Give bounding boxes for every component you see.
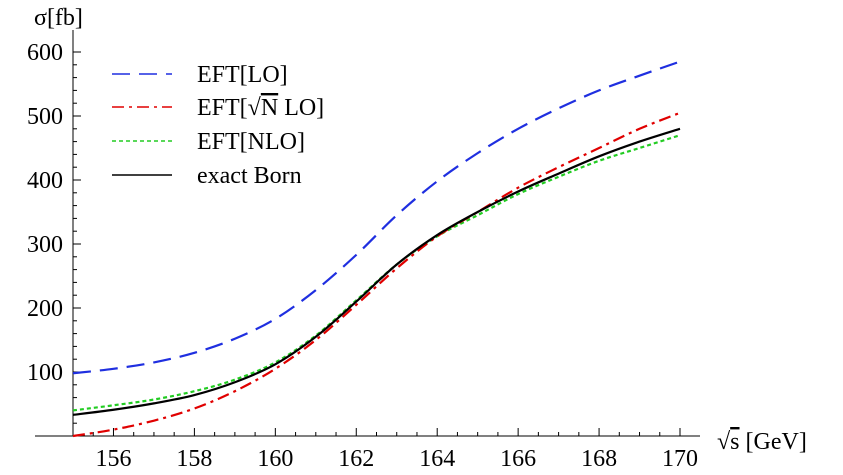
y-tick-label: 500 <box>27 104 63 130</box>
x-tick-label: 160 <box>257 446 293 472</box>
axes <box>35 30 700 437</box>
series-line <box>72 134 681 412</box>
x-axis-label: √s [GeV] <box>717 429 807 455</box>
x-tick-label: 156 <box>95 446 131 472</box>
y-tick-label: 100 <box>27 360 63 386</box>
x-tick-label: 158 <box>176 446 212 472</box>
legend-label: EFT[LO] <box>197 62 288 88</box>
series-line <box>72 60 681 375</box>
y-tick-label: 200 <box>27 296 63 322</box>
y-axis-label: σ[fb] <box>34 5 83 31</box>
x-tick-label: 170 <box>662 446 698 472</box>
legend: EFT[LO] EFT[√N LO] EFT[NLO] exact Born <box>112 62 324 189</box>
y-tick-label: 600 <box>27 40 63 66</box>
x-tick-label: 164 <box>419 446 455 472</box>
series-line <box>72 111 681 438</box>
x-axis-label-text: √s [GeV] <box>717 429 807 455</box>
series-layer <box>72 60 681 438</box>
legend-label: EFT[√N LO] <box>197 95 324 121</box>
y-tick-label: 300 <box>27 232 63 258</box>
series-line <box>72 127 681 416</box>
legend-label: exact Born <box>197 163 302 189</box>
ticks: 156 158 160 162 164 166 168 170 100 200 300 400 500 6… <box>27 40 698 472</box>
x-tick-label: 166 <box>500 446 536 472</box>
y-tick-label: 400 <box>27 168 63 194</box>
x-tick-label: 162 <box>338 446 374 472</box>
x-tick-label: 168 <box>581 446 617 472</box>
legend-label: EFT[NLO] <box>197 129 305 155</box>
